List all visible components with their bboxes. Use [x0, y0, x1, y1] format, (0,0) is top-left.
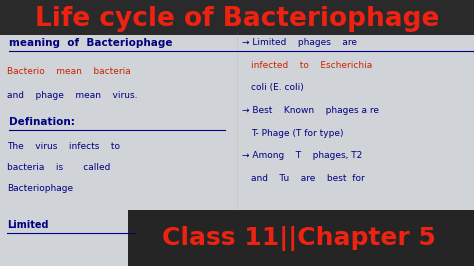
Text: Bacteriophage: Bacteriophage	[7, 184, 73, 193]
Text: T- Phage (T for type): T- Phage (T for type)	[251, 128, 344, 138]
Text: Bacterio    mean    bacteria: Bacterio mean bacteria	[7, 67, 131, 76]
Text: → Among    T    phages, T2: → Among T phages, T2	[242, 151, 362, 160]
Bar	[0, 0, 474, 35]
Text: Defination:: Defination:	[9, 117, 75, 127]
Text: → Best    Known    phages a re: → Best Known phages a re	[242, 106, 379, 115]
Text: Life cycle of Bacteriophage: Life cycle of Bacteriophage	[35, 6, 439, 32]
Text: → Limited    phages    are: → Limited phages are	[242, 38, 357, 47]
Text: coli (E. coli): coli (E. coli)	[251, 83, 304, 92]
Text: and    Tu    are    best  for: and Tu are best for	[251, 174, 365, 183]
Text: bacteria    is       called: bacteria is called	[7, 163, 110, 172]
Text: Class 11||Chapter 5: Class 11||Chapter 5	[162, 226, 436, 251]
Text: The    virus    infects    to: The virus infects to	[7, 142, 120, 151]
Text: and    phage    mean    virus.: and phage mean virus.	[7, 91, 137, 100]
Bar	[128, 210, 474, 266]
Text: meaning  of  Bacteriophage: meaning of Bacteriophage	[9, 38, 173, 48]
Text: Limited: Limited	[7, 220, 49, 230]
Text: infected    to    Escherichia: infected to Escherichia	[251, 61, 373, 70]
